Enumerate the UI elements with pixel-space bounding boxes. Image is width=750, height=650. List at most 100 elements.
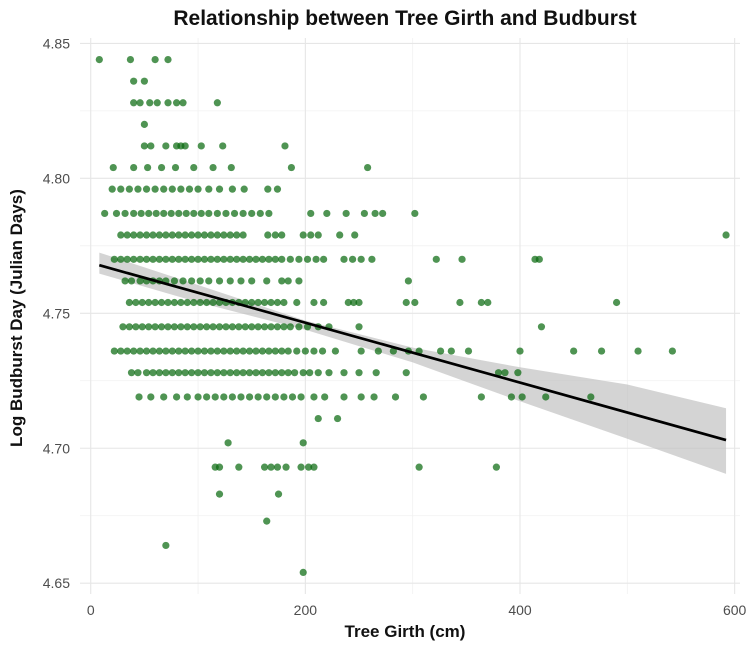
data-point (263, 517, 271, 525)
data-point (464, 347, 473, 355)
data-point (181, 347, 189, 355)
data-point (477, 393, 485, 401)
data-point (155, 231, 164, 239)
data-point (179, 99, 187, 107)
data-point (237, 393, 245, 401)
data-point (207, 347, 215, 355)
data-point (271, 347, 279, 355)
data-point (209, 163, 217, 172)
data-point (175, 347, 183, 355)
data-point (372, 369, 380, 377)
data-point (280, 298, 288, 307)
data-point (151, 55, 159, 64)
data-point (209, 323, 217, 331)
data-point (213, 347, 221, 355)
data-point (389, 347, 397, 355)
data-point (264, 185, 272, 193)
data-point (144, 163, 152, 172)
data-point (130, 209, 138, 218)
data-point (295, 255, 303, 263)
data-point (265, 347, 273, 355)
data-point (254, 393, 262, 401)
data-point (110, 255, 118, 263)
data-point (211, 393, 219, 401)
data-point (108, 185, 116, 193)
data-point (267, 323, 275, 331)
data-point (374, 347, 382, 355)
data-point (177, 185, 185, 193)
y-tick-label: 4.80 (43, 170, 70, 186)
data-points-layer (95, 55, 730, 577)
data-point (171, 163, 180, 172)
data-point (123, 231, 131, 239)
data-point (228, 323, 236, 331)
data-point (136, 255, 144, 263)
data-point (722, 231, 730, 239)
data-point (175, 255, 183, 263)
data-point (203, 298, 211, 307)
data-point (634, 347, 642, 355)
data-point (127, 369, 136, 377)
data-point (177, 323, 185, 331)
data-point (291, 369, 299, 377)
data-point (149, 231, 157, 239)
data-point (117, 185, 125, 193)
data-point (299, 568, 307, 577)
data-point (157, 323, 166, 331)
data-point (301, 347, 309, 355)
data-point (200, 231, 209, 239)
data-point (286, 255, 294, 263)
x-axis-title: Tree Girth (cm) (345, 622, 466, 641)
data-point (136, 277, 144, 285)
data-point (117, 231, 125, 239)
data-point (220, 347, 228, 355)
data-point (130, 347, 138, 355)
data-point (213, 99, 221, 107)
data-point (297, 393, 305, 401)
data-point (419, 393, 428, 401)
data-point (248, 209, 256, 218)
data-point (612, 298, 621, 307)
data-point (168, 231, 176, 239)
data-point (145, 298, 153, 307)
data-point (183, 323, 191, 331)
data-point (278, 347, 286, 355)
data-point (233, 369, 241, 377)
data-point (340, 393, 348, 401)
data-point (267, 463, 275, 471)
data-point (162, 142, 170, 150)
data-point (194, 255, 202, 263)
data-point (147, 142, 155, 150)
data-point (280, 323, 288, 331)
data-point (155, 347, 164, 355)
data-point (125, 185, 133, 193)
data-point (299, 439, 307, 447)
data-point (130, 99, 138, 107)
data-point (170, 277, 179, 285)
data-point (197, 142, 205, 150)
data-point (110, 347, 118, 355)
data-point (357, 255, 365, 263)
data-point (188, 347, 196, 355)
data-point (130, 255, 138, 263)
data-point (368, 255, 376, 263)
data-point (304, 463, 313, 471)
data-point (175, 231, 183, 239)
data-point (230, 209, 239, 218)
data-point (168, 185, 176, 193)
x-tick-label: 200 (294, 602, 318, 618)
data-point (370, 393, 378, 401)
data-point (160, 209, 168, 218)
data-point (432, 255, 440, 263)
data-point (331, 347, 340, 355)
data-point (149, 347, 157, 355)
data-point (188, 255, 196, 263)
data-point (570, 347, 578, 355)
data-point (162, 231, 170, 239)
data-point (411, 298, 419, 307)
data-point (196, 298, 204, 307)
data-point (245, 347, 254, 355)
tick-labels-layer: 0 200 400 600 4.65 4.70 4.75 4.80 4.85 (43, 35, 747, 618)
data-point (130, 77, 138, 85)
data-point (215, 298, 224, 307)
